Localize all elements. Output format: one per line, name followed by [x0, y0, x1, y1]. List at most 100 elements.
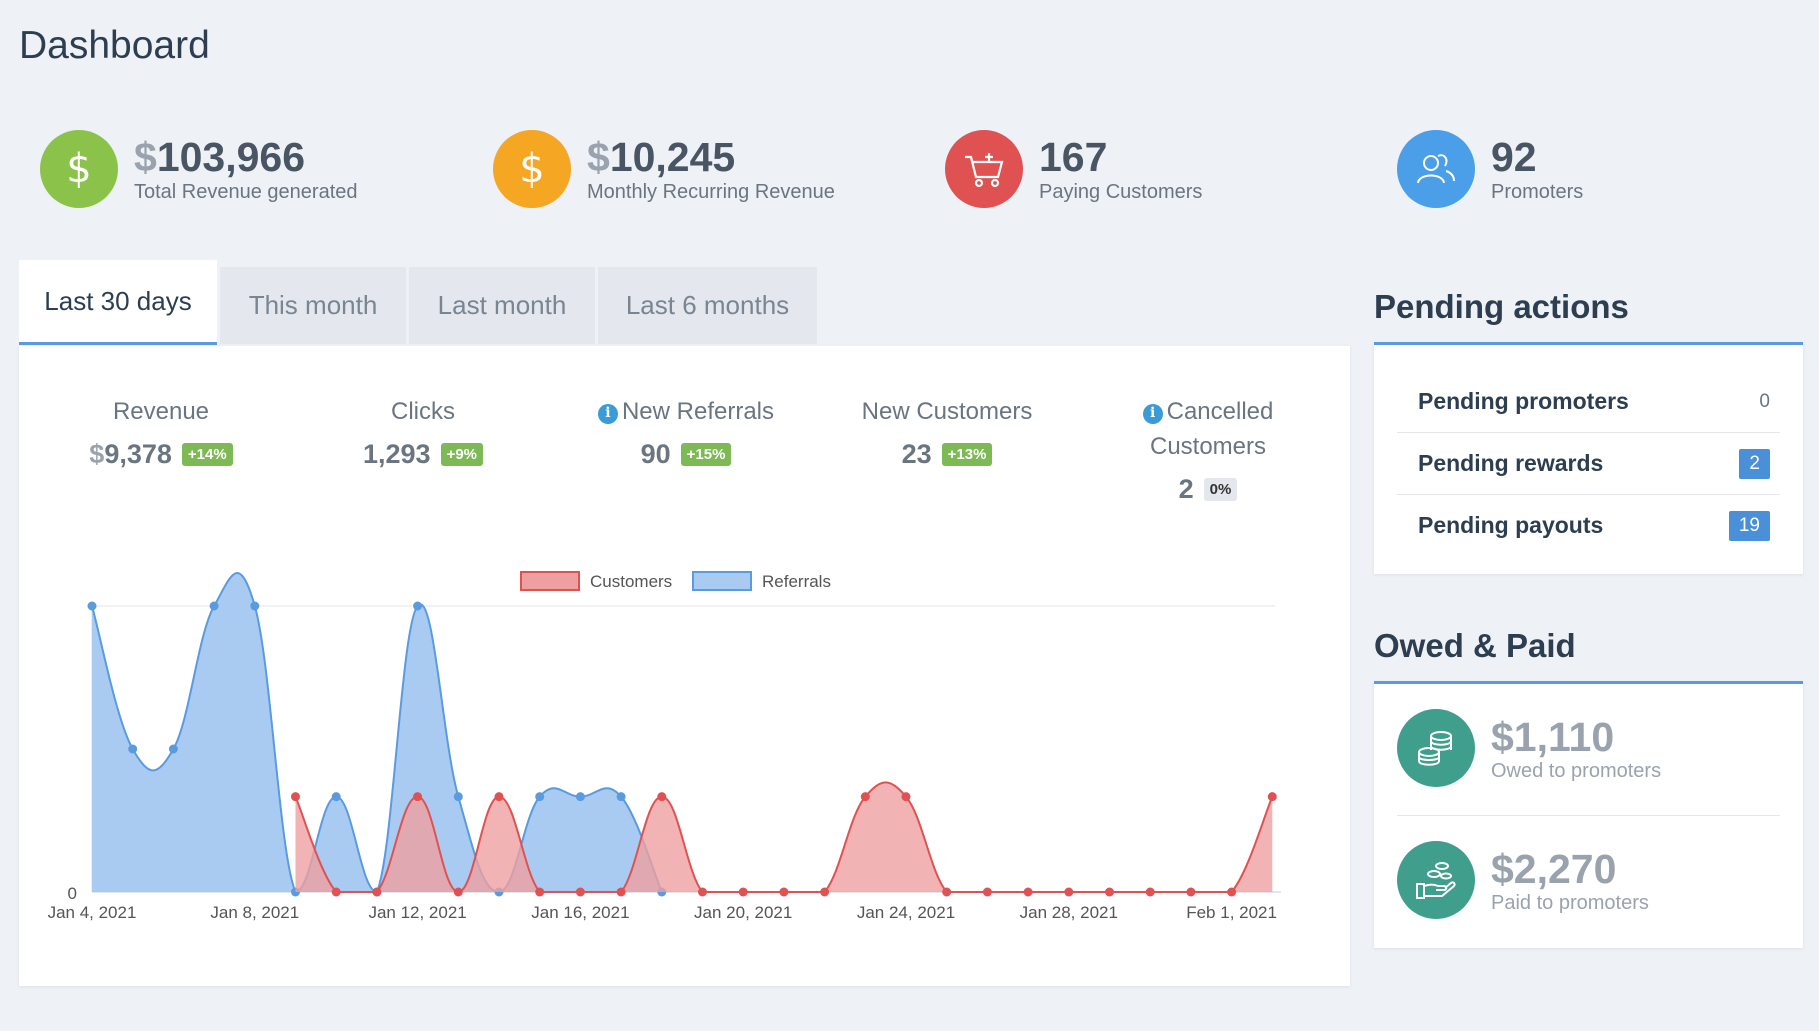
stat-label: Clicks — [391, 398, 455, 425]
series-area-referrals — [92, 572, 662, 892]
change-badge: +13% — [941, 443, 993, 466]
data-point-customers[interactable] — [1105, 887, 1114, 897]
stat-value: 2 — [1178, 474, 1194, 504]
kpi-value: 92 — [1491, 133, 1537, 180]
kpi-paying-customers: 167 Paying Customers — [945, 130, 1202, 208]
tab-this-month[interactable]: This month — [220, 267, 406, 344]
svg-text:$: $ — [66, 146, 91, 192]
data-point-customers[interactable] — [1064, 887, 1074, 897]
data-point-customers[interactable] — [779, 887, 789, 897]
series-area-customers — [295, 782, 1273, 892]
data-point-referrals[interactable] — [413, 601, 423, 611]
legend-swatch-referrals[interactable] — [692, 571, 752, 591]
data-point-customers[interactable] — [1267, 792, 1277, 802]
owed-paid-card: $1,110 Owed to promoters $2,270 Paid to … — [1374, 681, 1803, 948]
data-point-referrals[interactable] — [168, 744, 178, 754]
change-badge: +15% — [680, 443, 732, 466]
data-point-customers[interactable] — [331, 887, 341, 897]
kpi-value: 167 — [1039, 133, 1108, 180]
tab-last-30-days[interactable]: Last 30 days — [19, 260, 217, 345]
hand-coins-icon — [1397, 841, 1475, 919]
data-point-customers[interactable] — [535, 887, 545, 897]
owed-label: Owed to promoters — [1491, 759, 1662, 782]
data-point-customers[interactable] — [413, 792, 423, 802]
data-point-customers[interactable] — [820, 887, 830, 897]
data-point-customers[interactable] — [1186, 887, 1196, 897]
data-point-customers[interactable] — [982, 887, 992, 897]
legend-label-referrals[interactable]: Referrals — [762, 572, 831, 591]
y-tick-label: 0 — [68, 884, 77, 903]
chart-legend: Customers Referrals — [520, 571, 831, 591]
tab-last-month[interactable]: Last month — [409, 267, 595, 344]
kpi-total-revenue: $ $103,966 Total Revenue generated — [40, 130, 358, 208]
data-point-customers[interactable] — [738, 887, 748, 897]
pending-payouts-row[interactable]: Pending payouts 19 — [1397, 495, 1780, 556]
legend-label-customers[interactable]: Customers — [590, 572, 672, 591]
pending-actions-card: Pending promoters 0 Pending rewards 2 Pe… — [1374, 342, 1803, 574]
cart-icon — [945, 130, 1023, 208]
tab-last-6-months[interactable]: Last 6 months — [598, 267, 817, 344]
stat-label: Cancelled — [1166, 398, 1274, 425]
period-tabs: Last 30 days This month Last month Last … — [19, 260, 820, 345]
paid-label: Paid to promoters — [1491, 891, 1649, 914]
coins-icon — [1397, 709, 1475, 787]
stat-label: New Customers — [861, 398, 1033, 425]
data-point-customers[interactable] — [942, 887, 952, 897]
stat-value: 90 — [640, 439, 671, 469]
kpi-currency: $ — [587, 133, 610, 180]
data-point-referrals[interactable] — [575, 792, 585, 802]
owed-value: $1,110 — [1491, 713, 1615, 760]
data-point-referrals[interactable] — [87, 601, 97, 611]
data-point-customers[interactable] — [575, 887, 585, 897]
dollar-icon: $ — [40, 130, 118, 208]
data-point-customers[interactable] — [616, 887, 626, 897]
info-icon[interactable]: i — [597, 403, 618, 424]
pa-label: Pending payouts — [1418, 512, 1604, 538]
info-icon[interactable]: i — [1142, 403, 1163, 424]
dollar-icon: $ — [493, 130, 571, 208]
kpi-value: 103,966 — [156, 133, 306, 180]
data-point-customers[interactable] — [453, 887, 463, 897]
data-point-referrals[interactable] — [209, 601, 219, 611]
stat-value: 9,378 — [104, 439, 172, 469]
kpi-label: Paying Customers — [1039, 180, 1203, 203]
data-point-customers[interactable] — [901, 792, 911, 802]
stats-panel: Revenue $9,378 +14% Clicks 1,293 +9% i Ne… — [19, 346, 1350, 986]
pending-rewards-row[interactable]: Pending rewards 2 — [1397, 433, 1780, 494]
data-point-customers[interactable] — [860, 792, 870, 802]
data-point-referrals[interactable] — [250, 601, 260, 611]
data-point-referrals[interactable] — [535, 792, 545, 802]
data-point-customers[interactable] — [1145, 887, 1155, 897]
data-point-customers[interactable] — [291, 792, 300, 802]
chart-series — [87, 571, 1277, 897]
data-point-customers[interactable] — [1023, 887, 1033, 897]
data-point-referrals[interactable] — [128, 744, 138, 754]
data-point-referrals[interactable] — [616, 792, 626, 802]
data-point-customers[interactable] — [372, 887, 382, 897]
data-point-customers[interactable] — [494, 792, 504, 802]
x-tick-label: Jan 28, 2021 — [1020, 903, 1118, 922]
x-tick-label: Feb 1, 2021 — [1186, 903, 1277, 922]
x-tick-label: Jan 12, 2021 — [368, 903, 466, 922]
pa-label: Pending promoters — [1418, 388, 1629, 414]
stat-value: 23 — [901, 439, 932, 469]
stat-label: Revenue — [112, 398, 210, 425]
data-point-referrals[interactable] — [331, 792, 341, 802]
legend-swatch-customers[interactable] — [520, 571, 580, 591]
data-point-customers[interactable] — [698, 887, 707, 897]
data-point-referrals[interactable] — [453, 792, 463, 802]
data-point-customers[interactable] — [1227, 887, 1237, 897]
stat-value: 1,293 — [362, 439, 431, 469]
kpi-label: Promoters — [1491, 180, 1584, 203]
series-line-customers — [294, 781, 1274, 894]
kpi-label: Monthly Recurring Revenue — [587, 180, 835, 203]
pending-promoters-row[interactable]: Pending promoters 0 — [1397, 371, 1780, 432]
stat-cancelled-customers: i Cancelled Customers 2 0% — [1083, 394, 1333, 505]
owed-paid-title: Owed & Paid — [1374, 627, 1576, 664]
activity-chart: Customers Referrals 0 Jan 4, 2021 Jan 8, … — [48, 571, 1281, 922]
stat-label: New Referrals — [621, 398, 775, 425]
stat-revenue: Revenue $9,378 +14% — [36, 394, 286, 470]
change-badge: +14% — [181, 443, 233, 466]
x-axis-ticks: Jan 4, 2021 Jan 8, 2021 Jan 12, 2021 Jan 16… — [48, 903, 1277, 922]
data-point-customers[interactable] — [657, 792, 667, 802]
